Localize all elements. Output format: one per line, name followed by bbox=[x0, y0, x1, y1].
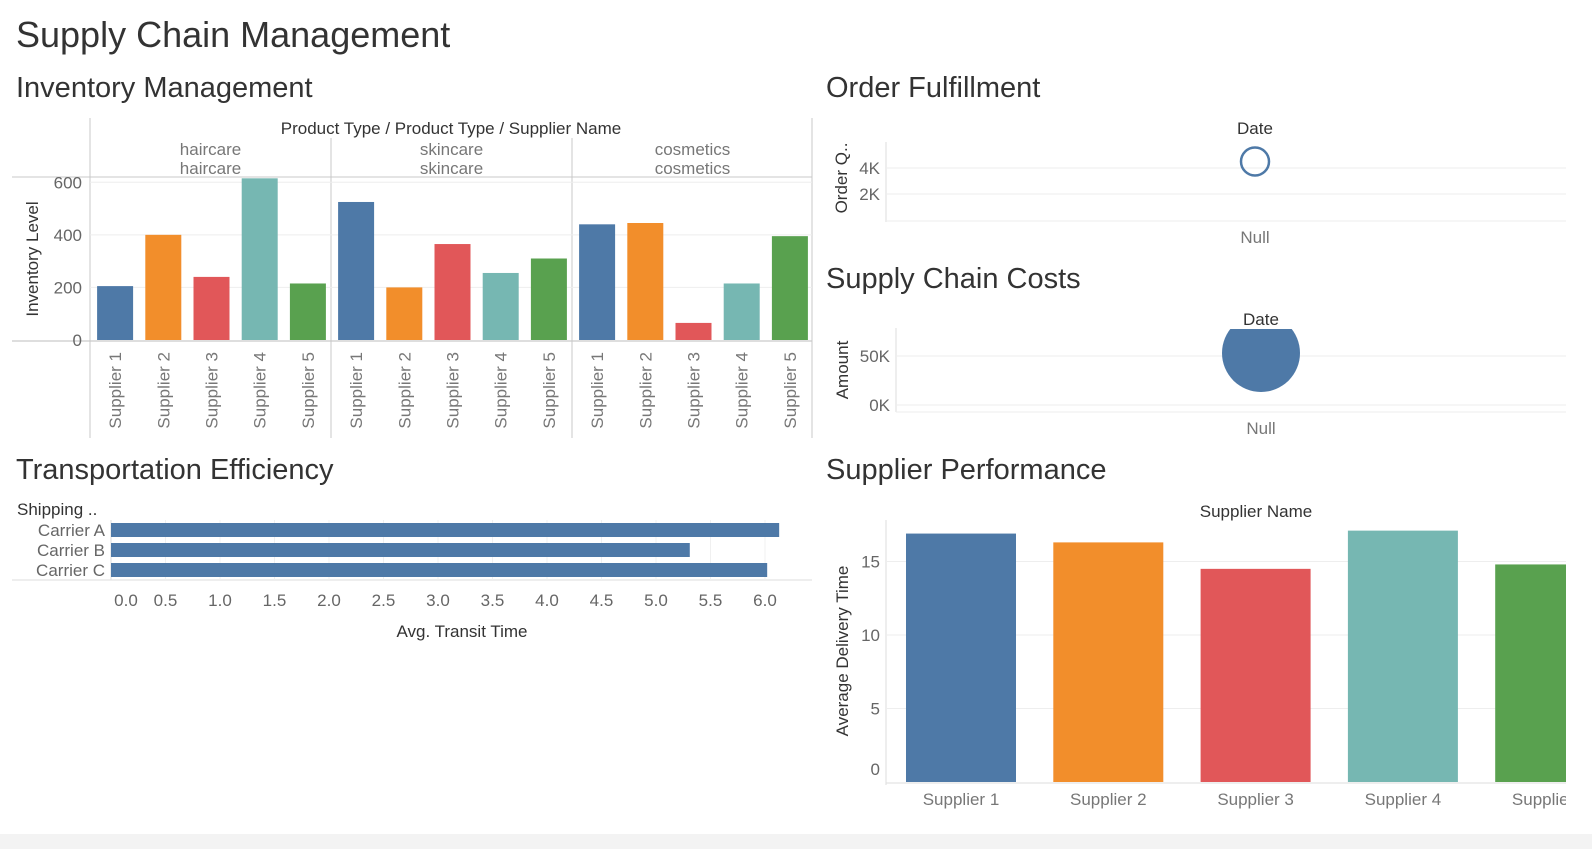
supplier-section-title: Supplier Performance bbox=[826, 454, 1107, 486]
inventory-group-label: skincare bbox=[420, 140, 483, 159]
inventory-bar bbox=[627, 223, 664, 340]
supplier-y-tick: 10 bbox=[861, 626, 880, 645]
transport-row-label: Carrier C bbox=[36, 561, 105, 580]
inventory-x-tick: Supplier 5 bbox=[781, 352, 800, 429]
costs-header-mask bbox=[1215, 309, 1307, 329]
inventory-section-title: Inventory Management bbox=[16, 72, 313, 104]
inventory-bar bbox=[723, 283, 760, 340]
inventory-bar bbox=[338, 201, 375, 340]
transport-x-tick: 3.5 bbox=[481, 591, 505, 610]
transport-section-title: Transportation Efficiency bbox=[16, 454, 334, 486]
inventory-bar bbox=[241, 178, 278, 340]
inventory-bar bbox=[193, 276, 230, 340]
order-y-tick: 4K bbox=[859, 159, 880, 178]
inventory-bar bbox=[579, 224, 616, 340]
inventory-x-tick: Supplier 2 bbox=[395, 352, 414, 429]
costs-y-tick: 50K bbox=[860, 347, 891, 366]
inventory-bar bbox=[675, 322, 712, 340]
supplier-y-axis-title: Average Delivery Time bbox=[833, 566, 852, 737]
order-y-axis-title: Order Q.. bbox=[832, 143, 851, 214]
inventory-x-tick: Supplier 3 bbox=[685, 352, 704, 429]
order-header-label: Date bbox=[1237, 119, 1273, 138]
supplier-bar bbox=[1200, 568, 1311, 782]
inventory-y-axis-title: Inventory Level bbox=[23, 201, 42, 316]
transport-x-tick: 2.0 bbox=[317, 591, 341, 610]
inventory-y-tick: 200 bbox=[54, 278, 82, 297]
inventory-x-tick: Supplier 3 bbox=[203, 352, 222, 429]
supplier-y-tick: 0 bbox=[871, 760, 880, 779]
transport-bar bbox=[111, 523, 780, 537]
inventory-x-tick: Supplier 3 bbox=[444, 352, 463, 429]
transport-bar bbox=[111, 563, 768, 577]
inventory-group-label: cosmetics bbox=[655, 140, 731, 159]
scroll-edge bbox=[1566, 0, 1592, 834]
transport-bar bbox=[111, 543, 690, 557]
inventory-y-tick: 400 bbox=[54, 226, 82, 245]
costs-y-tick: 0K bbox=[869, 396, 890, 415]
transport-x-tick: 4.0 bbox=[535, 591, 559, 610]
supplier-bar bbox=[1053, 542, 1164, 782]
inventory-y-tick: 0 bbox=[73, 331, 82, 350]
inventory-x-tick: Supplier 2 bbox=[154, 352, 173, 429]
costs-y-axis-title: Amount bbox=[833, 340, 852, 399]
transport-row-label: Carrier A bbox=[38, 521, 106, 540]
transport-x-tick: 2.5 bbox=[372, 591, 396, 610]
inventory-x-tick: Supplier 1 bbox=[588, 352, 607, 429]
inventory-group-sublabel: skincare bbox=[420, 159, 483, 178]
bottom-border bbox=[0, 834, 1592, 849]
inventory-bar bbox=[530, 258, 567, 340]
inventory-x-tick: Supplier 4 bbox=[492, 352, 511, 429]
inventory-x-tick: Supplier 5 bbox=[540, 352, 559, 429]
inventory-bar bbox=[97, 286, 134, 340]
transport-x-tick: 3.0 bbox=[426, 591, 450, 610]
order-y-tick: 2K bbox=[859, 185, 880, 204]
transport-x-tick: 1.0 bbox=[208, 591, 232, 610]
inventory-group-sublabel: haircare bbox=[180, 159, 241, 178]
inventory-bar bbox=[771, 236, 808, 340]
transport-row-label: Carrier B bbox=[37, 541, 105, 560]
inventory-bar bbox=[289, 283, 326, 340]
order-x-tick: Null bbox=[1240, 228, 1269, 247]
inventory-x-tick: Supplier 2 bbox=[636, 352, 655, 429]
transport-x-axis-title: Avg. Transit Time bbox=[396, 622, 527, 641]
inventory-bar bbox=[145, 234, 182, 340]
inventory-x-tick: Supplier 4 bbox=[733, 352, 752, 429]
dashboard-title: Supply Chain Management bbox=[16, 14, 451, 55]
supplier-y-tick: 5 bbox=[871, 700, 880, 719]
inventory-x-tick: Supplier 1 bbox=[347, 352, 366, 429]
transport-x-tick: 1.5 bbox=[263, 591, 287, 610]
inventory-header-label: Product Type / Product Type / Supplier N… bbox=[281, 119, 622, 138]
transport-x-tick: 6.0 bbox=[753, 591, 777, 610]
transport-x-tick: 5.0 bbox=[644, 591, 668, 610]
supplier-bar bbox=[1347, 530, 1458, 782]
inventory-bar bbox=[482, 272, 519, 340]
transport-x-tick: 5.5 bbox=[699, 591, 723, 610]
inventory-bar bbox=[386, 287, 423, 340]
transport-row-header: Shipping .. bbox=[17, 500, 97, 519]
inventory-group-label: haircare bbox=[180, 140, 241, 159]
transport-x-tick: 4.5 bbox=[590, 591, 614, 610]
supplier-x-tick: Supplier 1 bbox=[923, 790, 1000, 809]
costs-header-label: Date bbox=[1243, 310, 1279, 329]
costs-x-tick: Null bbox=[1246, 419, 1275, 438]
inventory-x-tick: Supplier 4 bbox=[251, 352, 270, 429]
supplier-x-tick: Supplier 2 bbox=[1070, 790, 1147, 809]
inventory-bar bbox=[434, 244, 471, 340]
costs-point bbox=[1222, 314, 1300, 392]
inventory-group-sublabel: cosmetics bbox=[655, 159, 731, 178]
transport-x-tick: 0.0 bbox=[114, 591, 138, 610]
order-section-title: Order Fulfillment bbox=[826, 72, 1041, 104]
supplier-x-tick: Supplier 4 bbox=[1365, 790, 1442, 809]
inventory-y-tick: 600 bbox=[54, 173, 82, 192]
inventory-x-tick: Supplier 1 bbox=[106, 352, 125, 429]
inventory-x-tick: Supplier 5 bbox=[299, 352, 318, 429]
supplier-header-label: Supplier Name bbox=[1200, 502, 1312, 521]
transport-x-tick: 0.5 bbox=[154, 591, 178, 610]
supplier-x-tick: Supplier 3 bbox=[1217, 790, 1294, 809]
costs-section-title: Supply Chain Costs bbox=[826, 263, 1081, 295]
supplier-bar bbox=[906, 533, 1016, 782]
order-point bbox=[1239, 146, 1271, 177]
supplier-y-tick: 15 bbox=[861, 553, 880, 572]
